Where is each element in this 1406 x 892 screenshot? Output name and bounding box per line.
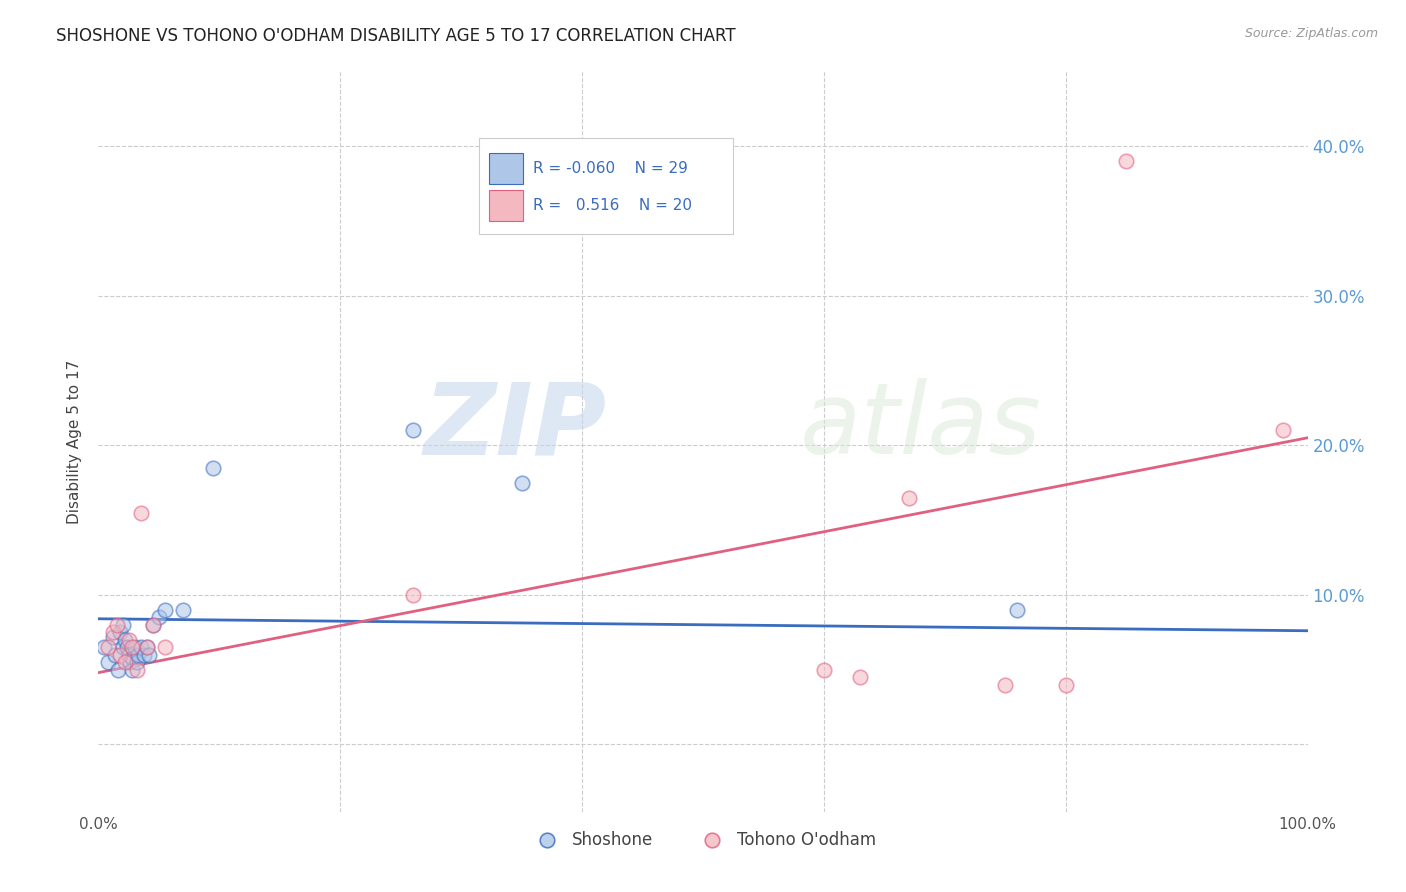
- Point: [111, 617, 134, 632]
- Point: [97, 640, 120, 655]
- FancyBboxPatch shape: [489, 190, 523, 221]
- Point: [93, 640, 115, 655]
- Text: SHOSHONE VS TOHONO O'ODHAM DISABILITY AGE 5 TO 17 CORRELATION CHART: SHOSHONE VS TOHONO O'ODHAM DISABILITY AG…: [56, 27, 735, 45]
- Point: [148, 610, 170, 624]
- Point: [114, 655, 136, 669]
- Point: [172, 603, 194, 617]
- Point: [153, 603, 176, 617]
- Point: [897, 491, 920, 505]
- FancyBboxPatch shape: [479, 138, 734, 235]
- Point: [138, 648, 160, 662]
- Point: [402, 588, 425, 602]
- Point: [127, 648, 149, 662]
- Point: [129, 640, 152, 655]
- Point: [142, 617, 165, 632]
- Point: [118, 648, 141, 662]
- Point: [153, 640, 176, 655]
- Point: [121, 663, 143, 677]
- Point: [117, 640, 139, 655]
- Point: [129, 506, 152, 520]
- Text: R =   0.516    N = 20: R = 0.516 N = 20: [533, 198, 692, 213]
- Text: R = -0.060    N = 29: R = -0.060 N = 29: [533, 161, 688, 176]
- Point: [510, 475, 533, 490]
- Point: [118, 632, 141, 647]
- Text: ZIP: ZIP: [423, 378, 606, 475]
- Point: [142, 617, 165, 632]
- Point: [994, 677, 1017, 691]
- Point: [104, 648, 127, 662]
- Point: [127, 655, 149, 669]
- Point: [1007, 603, 1029, 617]
- Point: [121, 650, 143, 665]
- Point: [1115, 154, 1137, 169]
- Point: [101, 630, 124, 644]
- Y-axis label: Disability Age 5 to 17: Disability Age 5 to 17: [67, 359, 83, 524]
- Point: [101, 625, 124, 640]
- FancyBboxPatch shape: [489, 153, 523, 184]
- Point: [121, 640, 143, 655]
- Legend: Shoshone, Tohono O'odham: Shoshone, Tohono O'odham: [523, 824, 883, 855]
- Point: [849, 670, 872, 684]
- Point: [135, 640, 157, 655]
- Point: [202, 460, 225, 475]
- Point: [813, 663, 835, 677]
- Point: [402, 423, 425, 437]
- Point: [1054, 677, 1077, 691]
- Point: [97, 655, 120, 669]
- Point: [124, 640, 146, 655]
- Point: [135, 640, 157, 655]
- Text: atlas: atlas: [800, 378, 1042, 475]
- Point: [1272, 423, 1295, 437]
- Point: [134, 648, 156, 662]
- Point: [127, 663, 149, 677]
- Point: [108, 625, 131, 640]
- Point: [114, 632, 136, 647]
- Point: [108, 648, 131, 662]
- Point: [118, 655, 141, 669]
- Text: Source: ZipAtlas.com: Source: ZipAtlas.com: [1244, 27, 1378, 40]
- Point: [107, 663, 129, 677]
- Point: [105, 617, 128, 632]
- Point: [111, 640, 134, 655]
